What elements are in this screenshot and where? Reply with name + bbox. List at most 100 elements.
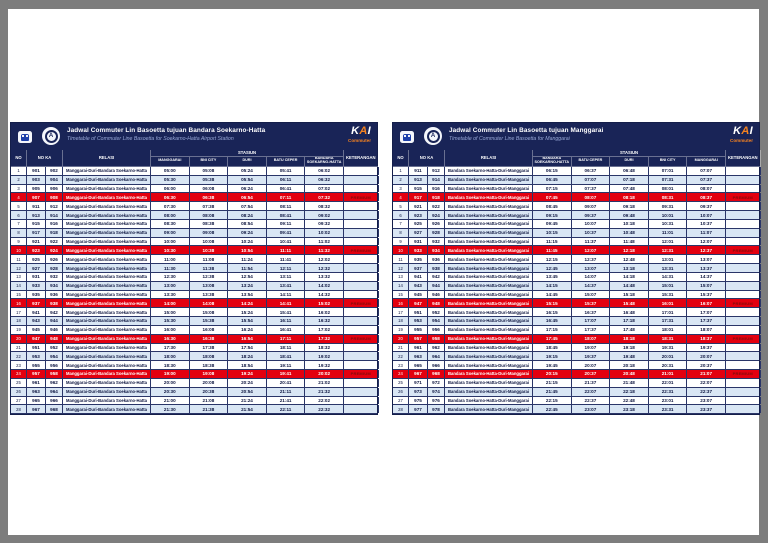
cell-time: 08:30 [151, 219, 190, 228]
cell-train-number-2: 966 [46, 396, 63, 405]
cell-time: 22:07 [687, 378, 726, 387]
cell-time: 09:02 [305, 211, 344, 219]
table-row: 2 913 914 Bandara Soekarno-Hatta-Duri-Mangg… [393, 175, 761, 185]
cell-relasi: Manggarai-Duri-Bandara Soekarno-Hatta [63, 246, 151, 255]
table-row: 15 935 936 Manggarai-Duri-Bandara Soekarno-… [11, 290, 379, 300]
cell-keterangan: PREMIUM [344, 193, 379, 202]
cell-relasi: Manggarai-Duri-Bandara Soekarno-Hatta [63, 202, 151, 211]
cell-keterangan [726, 237, 761, 246]
table-row: 27 965 966 Manggarai-Duri-Bandara Soekarno-… [11, 396, 379, 406]
cell-time: 06:24 [228, 184, 267, 193]
cell-time: 06:54 [228, 193, 267, 202]
cell-train-number-2: 944 [46, 317, 63, 325]
cell-time: 16:24 [228, 325, 267, 334]
cell-train-number-1: 911 [409, 167, 428, 175]
cell-train-number-2: 946 [428, 290, 445, 299]
cell-train-number-1: 933 [409, 246, 428, 255]
cell-train-number-2: 956 [46, 361, 63, 370]
cell-time: 23:37 [687, 405, 726, 414]
cell-train-number-1: 935 [409, 255, 428, 264]
cell-no: 11 [11, 255, 27, 264]
cell-relasi: Bandara Soekarno-Hatta-Duri-Manggarai [445, 281, 533, 290]
kai-commuter-label: Commuter [348, 137, 371, 143]
cell-keterangan [726, 317, 761, 325]
cell-train-number-2: 912 [46, 202, 63, 211]
table-row: 1 911 912 Bandara Soekarno-Hatta-Duri-Mangg… [393, 167, 761, 176]
cell-relasi: Manggarai-Duri-Bandara Soekarno-Hatta [63, 343, 151, 352]
cell-train-number-1: 931 [409, 237, 428, 246]
cell-time: 13:01 [649, 255, 688, 264]
cell-train-number-2: 964 [46, 387, 63, 396]
cell-time: 07:07 [572, 175, 611, 184]
cell-time: 16:11 [267, 317, 306, 325]
cell-time: 16:02 [305, 308, 344, 317]
cell-relasi: Bandara Soekarno-Hatta-Duri-Manggarai [445, 370, 533, 378]
cell-time: 15:18 [610, 290, 649, 299]
cell-keterangan [344, 352, 379, 361]
cell-keterangan: PREMIUM [344, 370, 379, 378]
cell-time: 23:07 [572, 405, 611, 414]
cell-train-number-1: 955 [27, 361, 46, 370]
cell-train-number-1: 953 [27, 352, 46, 361]
cell-time: 08:54 [228, 219, 267, 228]
cell-time: 06:41 [267, 184, 306, 193]
cell-no: 7 [393, 219, 409, 228]
cell-no: 17 [11, 308, 27, 317]
cell-time: 22:07 [572, 387, 611, 396]
cell-time: 14:37 [687, 272, 726, 281]
cell-train-number-2: 956 [428, 325, 445, 334]
cell-time: 19:15 [533, 352, 572, 361]
cell-no: 1 [11, 167, 27, 175]
cell-relasi: Manggarai-Duri-Bandara Soekarno-Hatta [63, 219, 151, 228]
cell-relasi: Bandara Soekarno-Hatta-Duri-Manggarai [445, 264, 533, 272]
cell-keterangan [344, 387, 379, 396]
cell-time: 08:01 [649, 184, 688, 193]
cell-no: 28 [11, 405, 27, 414]
cell-time: 23:31 [649, 405, 688, 414]
table-row: 22 953 954 Manggarai-Duri-Bandara Soekarno-… [11, 352, 379, 362]
cell-train-number-2: 918 [46, 228, 63, 237]
cell-time: 12:45 [533, 264, 572, 272]
cell-train-number-2: 954 [428, 317, 445, 325]
cell-train-number-1: 905 [27, 184, 46, 193]
cell-relasi: Bandara Soekarno-Hatta-Duri-Manggarai [445, 228, 533, 237]
header-station: BNI CITY [189, 156, 229, 167]
cell-time: 09:31 [649, 202, 688, 211]
cell-time: 21:32 [305, 387, 344, 396]
cell-keterangan [726, 405, 761, 414]
table-subtitle: Timetable of Commuter Line Basoetta for … [449, 136, 570, 142]
cell-time: 09:41 [267, 228, 306, 237]
table-header-bar: A Jadwal Commuter Lin Basoetta tujuan Ba… [11, 123, 377, 150]
cell-keterangan [726, 343, 761, 352]
cell-keterangan [726, 325, 761, 334]
cell-no: 26 [11, 387, 27, 396]
cell-time: 16:00 [151, 325, 190, 334]
cell-time: 19:07 [572, 343, 611, 352]
cell-relasi: Manggarai-Duri-Bandara Soekarno-Hatta [63, 211, 151, 219]
cell-time: 09:15 [533, 211, 572, 219]
cell-train-number-1: 947 [409, 299, 428, 308]
cell-relasi: Bandara Soekarno-Hatta-Duri-Manggarai [445, 272, 533, 281]
header-no: NO [393, 150, 409, 167]
cell-relasi: Bandara Soekarno-Hatta-Duri-Manggarai [445, 325, 533, 334]
cell-time: 08:11 [267, 202, 306, 211]
cell-time: 07:02 [305, 184, 344, 193]
header-stasiun-group: STASIUN [151, 150, 344, 157]
cell-train-number-1: 915 [27, 219, 46, 228]
cell-no: 9 [393, 237, 409, 246]
cell-time: 08:31 [649, 193, 688, 202]
cell-keterangan: PREMIUM [726, 246, 761, 255]
cell-time: 16:32 [305, 317, 344, 325]
cell-time: 20:18 [610, 361, 649, 370]
cell-relasi: Bandara Soekarno-Hatta-Duri-Manggarai [445, 343, 533, 352]
cell-time: 07:38 [190, 202, 229, 211]
cell-train-number-2: 942 [46, 308, 63, 317]
cell-train-number-1: 917 [409, 193, 428, 202]
cell-no: 8 [11, 228, 27, 237]
cell-relasi: Manggarai-Duri-Bandara Soekarno-Hatta [63, 334, 151, 343]
cell-time: 17:38 [190, 343, 229, 352]
cell-train-number-2: 964 [428, 352, 445, 361]
table-header-bar: A Jadwal Commuter Lin Basoetta tujuan Ma… [393, 123, 759, 150]
cell-train-number-1: 903 [27, 175, 46, 184]
cell-train-number-2: 926 [46, 255, 63, 264]
